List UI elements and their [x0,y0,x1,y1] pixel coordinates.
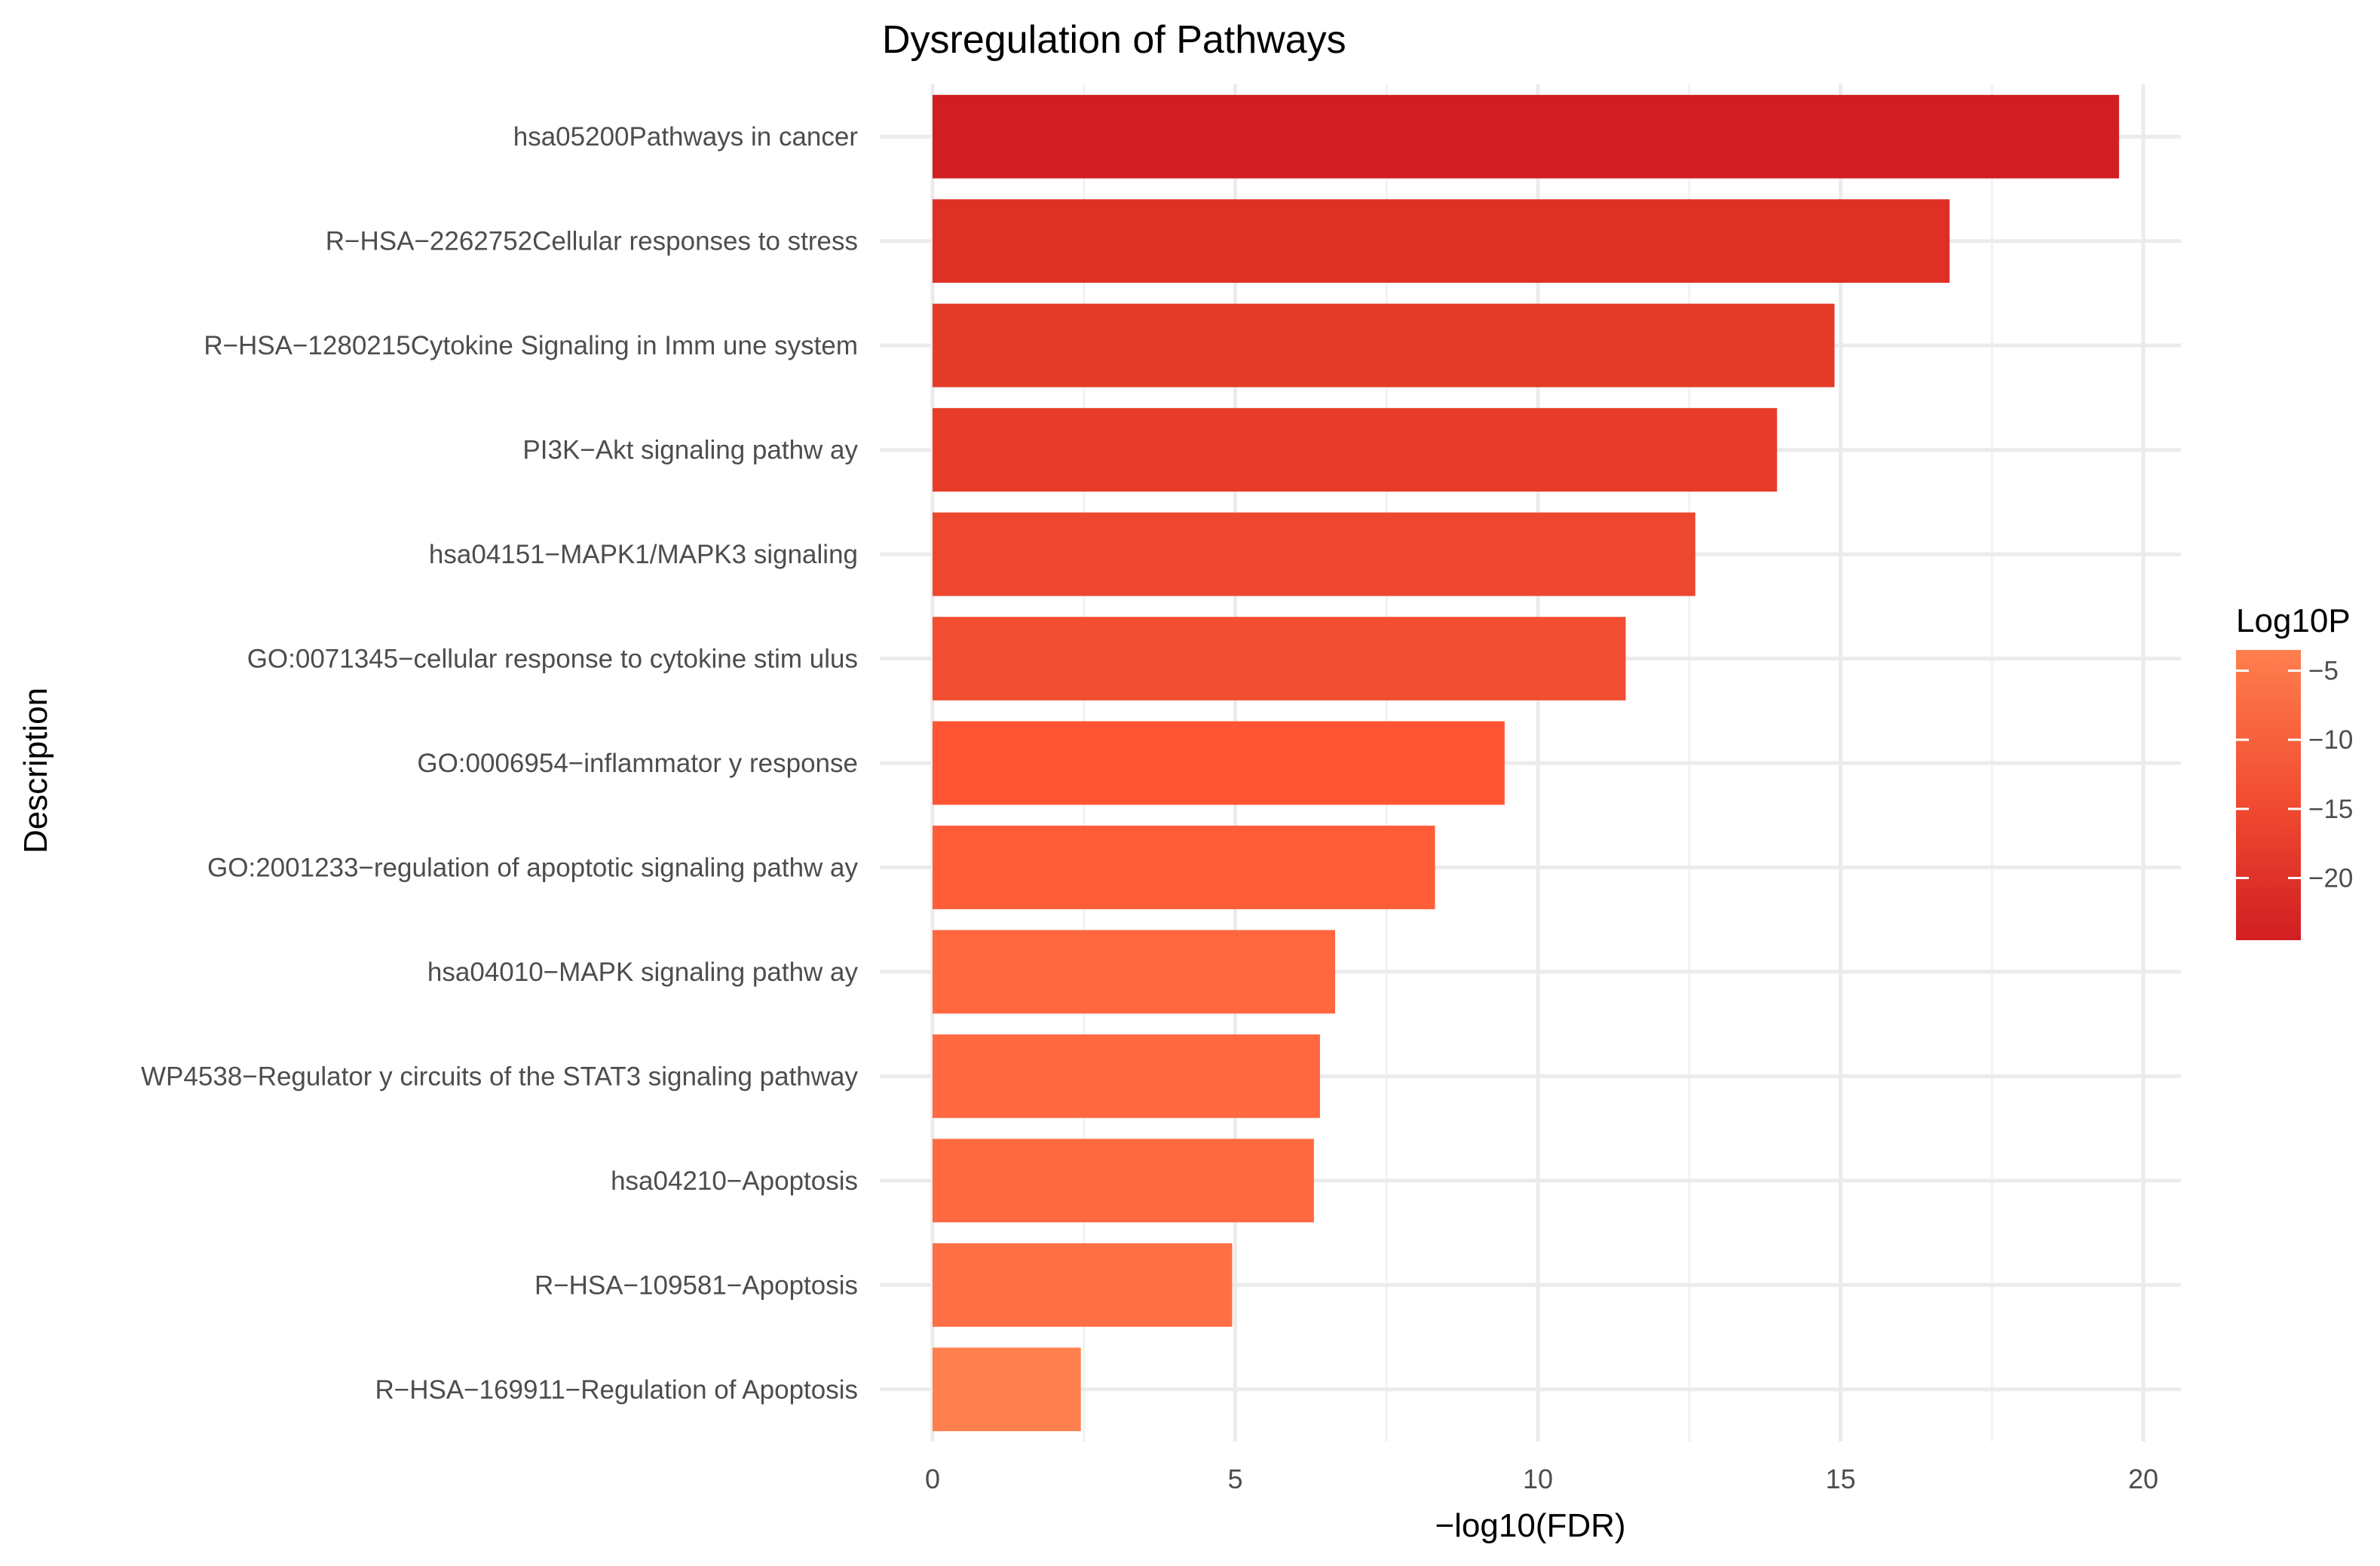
y-tick-label: GO:2001233−regulation of apoptotic signa… [207,853,858,882]
y-tick-label: hsa04010−MAPK signaling pathw ay [427,958,859,987]
x-axis-tick-labels: 0 5 10 15 20 [925,1463,2158,1494]
bar [933,1034,1320,1118]
bar [933,199,1950,283]
bar [933,94,2119,179]
y-tick-label: R−HSA−2262752Cellular responses to stres… [326,227,858,256]
legend-tick-label: −5 [2308,657,2339,686]
y-axis-tick-labels: hsa05200Pathways in cancer R−HSA−2262752C… [141,122,858,1405]
y-tick-label: PI3K−Akt signaling pathw ay [522,436,858,465]
x-tick-label: 5 [1227,1463,1242,1494]
legend-title: Log10P [2236,602,2351,639]
bar [933,303,1835,388]
legend-tick-label: −15 [2308,795,2353,824]
bar [933,826,1435,909]
y-tick-label: hsa05200Pathways in cancer [513,122,859,152]
y-tick-label: hsa04210−Apoptosis [611,1166,858,1196]
bar [933,721,1505,805]
y-axis-title: Description [17,688,54,853]
bar [933,408,1778,492]
bar [933,1347,1081,1432]
y-tick-label: GO:0071345−cellular response to cytokine… [247,645,858,674]
bar [933,512,1695,596]
y-tick-label: WP4538−Regulator y circuits of the STAT3… [141,1062,858,1091]
x-axis-title: −log10(FDR) [1435,1507,1625,1544]
legend-tick-label: −10 [2308,725,2353,755]
legend-tick-label: −20 [2308,864,2353,893]
y-tick-label: hsa04151−MAPK1/MAPK3 signaling [429,540,858,569]
y-tick-label: R−HSA−169911−Regulation of Apoptosis [375,1375,858,1405]
legend-colorbar [2236,650,2301,940]
bar [933,1243,1233,1327]
legend-ticks: −5 −10 −15 −20 [2236,657,2353,893]
y-tick-label: GO:0006954−inflammator y response [417,749,858,778]
chart-title: Dysregulation of Pathways [882,18,1346,62]
x-tick-label: 0 [925,1463,940,1494]
x-tick-label: 20 [2128,1463,2158,1494]
y-tick-label: R−HSA−1280215Cytokine Signaling in Imm u… [204,331,858,360]
x-tick-label: 15 [1825,1463,1855,1494]
bar [933,617,1626,700]
bar [933,930,1335,1014]
color-legend: Log10P −5 −10 −15 −20 [2236,602,2353,940]
bar [933,1138,1314,1223]
x-tick-label: 10 [1523,1463,1553,1494]
bars [933,94,2119,1432]
y-tick-label: R−HSA−109581−Apoptosis [535,1270,858,1300]
